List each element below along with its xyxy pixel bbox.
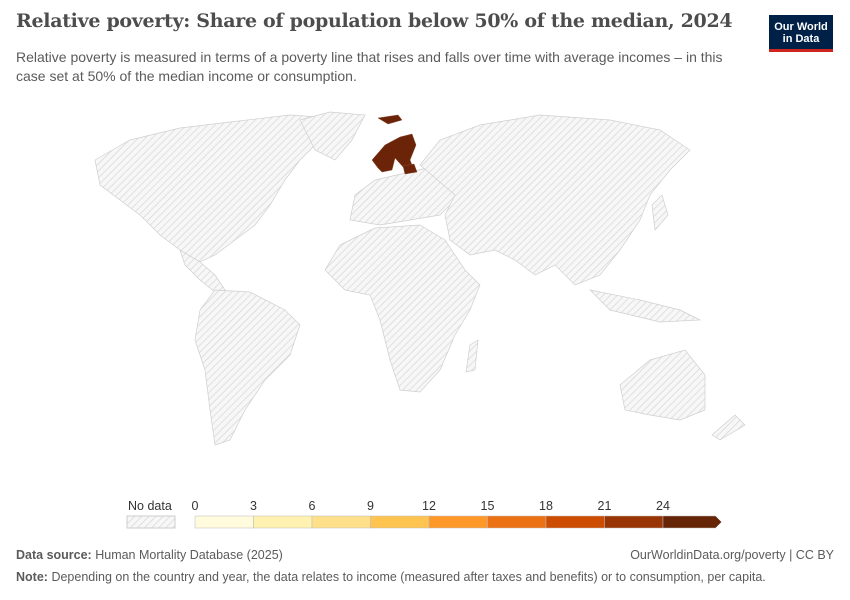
legend-bin[interactable]	[487, 515, 547, 529]
region-estonia-latvia[interactable]	[402, 163, 418, 175]
source-text: Human Mortality Database (2025)	[95, 548, 283, 562]
owid-logo[interactable]: Our World in Data	[769, 15, 833, 52]
chart-title: Relative poverty: Share of population be…	[16, 10, 733, 32]
region-australia[interactable]	[619, 349, 706, 421]
legend-tick-label: 18	[539, 499, 553, 513]
legend-tick-label: 6	[309, 499, 316, 513]
data-source: Data source: Human Mortality Database (2…	[16, 548, 283, 562]
region-new-zealand[interactable]	[711, 414, 746, 441]
footnote: Note: Depending on the country and year,…	[16, 570, 766, 584]
region-greenland[interactable]	[299, 111, 366, 161]
region-asia[interactable]	[419, 114, 691, 286]
note-text: Depending on the country and year, the d…	[51, 570, 766, 584]
legend-bin[interactable]	[662, 515, 722, 529]
legend-bin[interactable]	[370, 515, 430, 529]
legend-tick-label: 3	[250, 499, 257, 513]
legend-bin[interactable]	[194, 515, 254, 529]
legend-tick-label: 12	[422, 499, 436, 513]
region-africa[interactable]	[324, 224, 481, 393]
region-madagascar[interactable]	[465, 339, 479, 373]
legend-tick-label: 9	[367, 499, 374, 513]
source-label: Data source:	[16, 548, 92, 562]
legend-tick-label: 0	[192, 499, 199, 513]
legend-no-data-swatch	[126, 515, 176, 529]
region-svalbard[interactable]	[377, 114, 403, 125]
legend-bin[interactable]	[253, 515, 313, 529]
legend-tick-label: 24	[656, 499, 670, 513]
legend-bin[interactable]	[311, 515, 371, 529]
legend-bin[interactable]	[545, 515, 605, 529]
legend-tick-label: 15	[481, 499, 495, 513]
logo-line1: Our World	[774, 21, 828, 33]
legend-no-data-label: No data	[128, 499, 172, 513]
color-legend: No data 0 3 6 9 12 15 18 21 24	[126, 499, 722, 529]
owid-link[interactable]: OurWorldinData.org/poverty | CC BY	[630, 548, 834, 562]
legend-tick-label: 21	[598, 499, 612, 513]
chart-subtitle: Relative poverty is measured in terms of…	[16, 49, 723, 84]
region-south-america[interactable]	[194, 289, 301, 446]
region-north-america[interactable]	[94, 114, 336, 263]
note-label: Note:	[16, 570, 48, 584]
legend-bin[interactable]	[428, 515, 488, 529]
logo-line2: in Data	[782, 33, 820, 45]
region-southeast-asia[interactable]	[588, 289, 702, 323]
region-japan[interactable]	[651, 194, 669, 231]
legend-bin[interactable]	[604, 515, 664, 529]
